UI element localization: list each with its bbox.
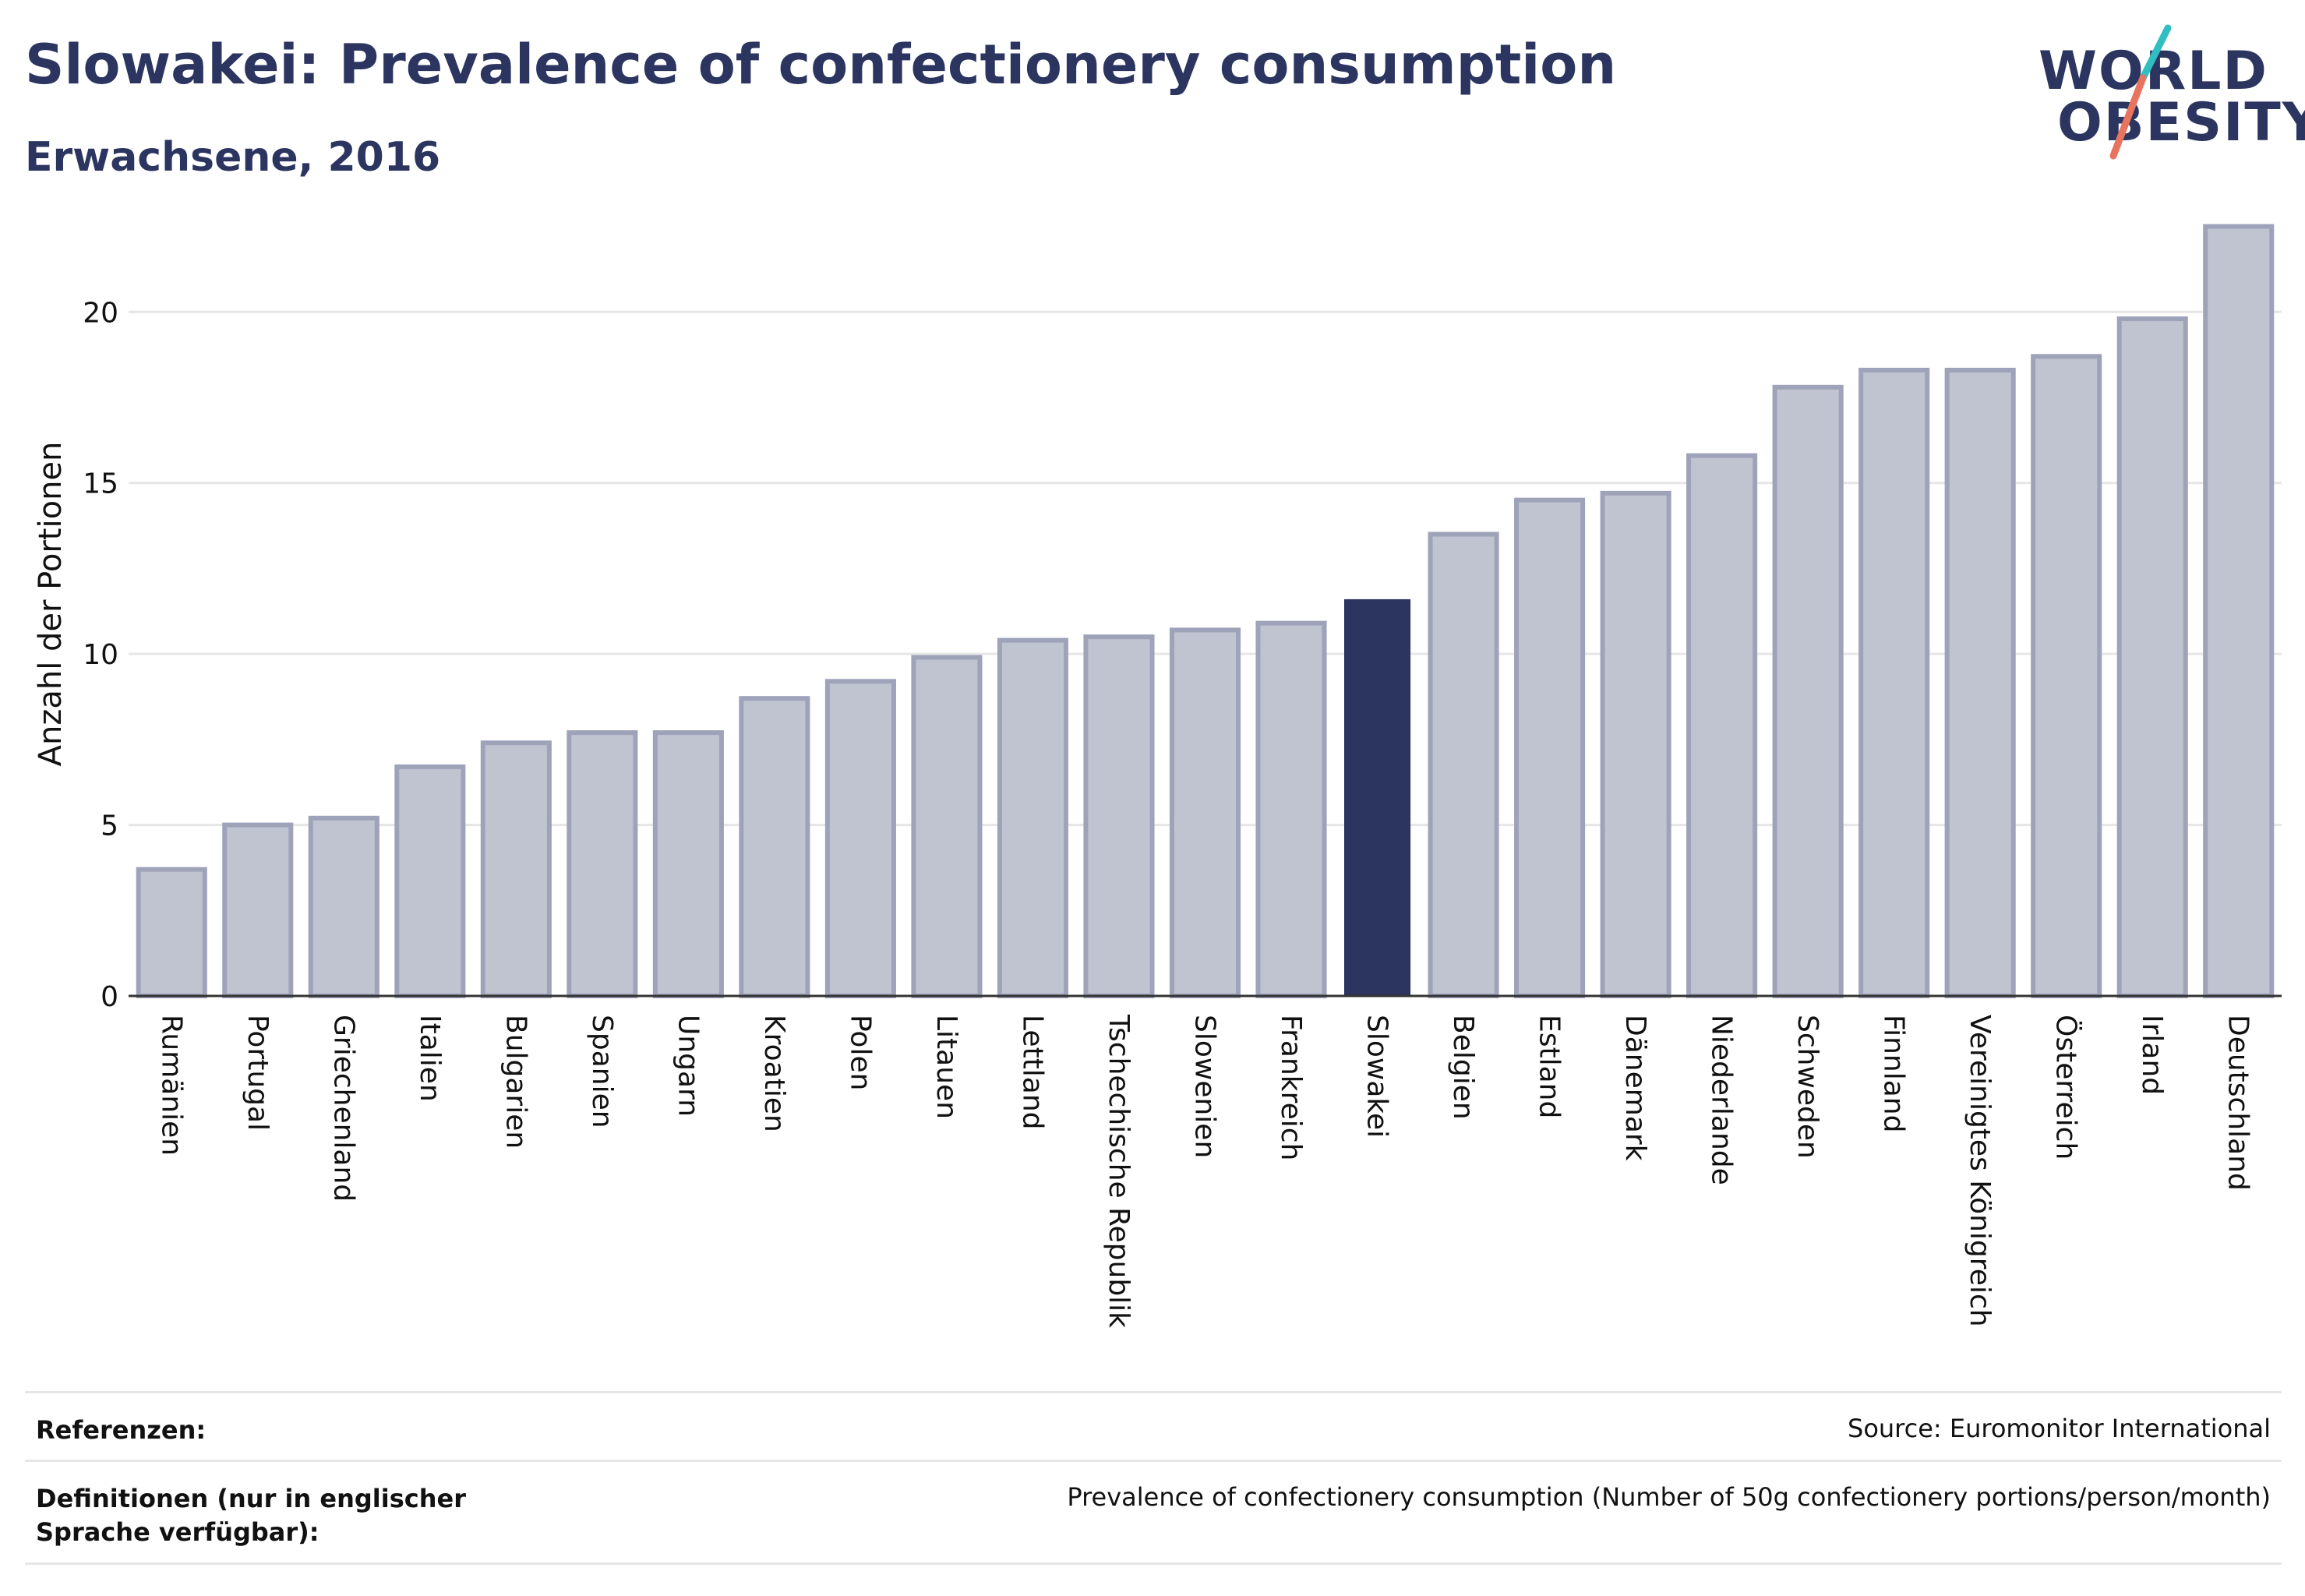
chart-subtitle: Erwachsene, 2016 [25,134,441,181]
chart-title: Slowakei: Prevalence of confectionery co… [25,33,1617,97]
references-row: Referenzen: Source: Euromonitor Internat… [25,1391,2282,1460]
bar [2031,354,2102,999]
x-tick-label: Schweden [1791,1015,1823,1159]
bar [1944,367,2016,998]
bar [1428,531,1499,998]
x-tick-label: Kroatien [758,1015,790,1132]
bar [1083,634,1155,998]
bar [1169,627,1241,998]
bar [1772,384,1844,998]
x-tick-label: Österreich [2050,1015,2083,1160]
y-tick-label: 15 [83,468,118,500]
bars [136,224,2275,999]
x-tick-label: Vereinigtes Königreich [1964,1015,1996,1327]
y-axis-title: Anzahl der Portionen [33,442,69,767]
x-tick-label: Frankreich [1275,1015,1307,1160]
logo-word-obesity: OBESITY [2057,92,2305,154]
logo-slash-icon [2109,24,2172,160]
x-tick-label: Estland [1534,1015,1565,1118]
bar [911,655,983,999]
x-tick-label: Bulgarien [499,1015,531,1149]
x-tick-label: Deutschland [2222,1015,2254,1191]
bar [567,730,638,998]
bar [1514,497,1586,998]
tick-labels: 0 5 10 15 20 Anzahl der Portionen Rumänien Port… [33,297,2254,1328]
x-tick-label: Portugal [242,1015,274,1131]
bar [2203,224,2275,999]
references-label: Referenzen: [36,1415,206,1445]
x-tick-label: Litauen [930,1015,962,1119]
x-tick-label: Belgien [1447,1015,1479,1120]
x-tick-label: Irland [2136,1015,2168,1095]
references-text: Source: Euromonitor International [1848,1414,2271,1443]
bar [1600,490,1671,998]
x-tick-label: Italien [414,1015,446,1102]
bar [1343,598,1411,996]
bar [739,696,810,998]
bar [1858,367,1930,998]
bar [222,822,294,998]
x-tick-label: Spanien [586,1015,618,1128]
bar [652,730,724,998]
x-tick-label: Polen [844,1015,876,1090]
definitions-row: Definitionen (nur in englischer Sprache … [25,1460,2282,1565]
world-obesity-logo: WORLD OBESITY [2026,22,2305,166]
bar [824,679,896,999]
bar [308,815,379,999]
bar [480,740,552,998]
x-tick-label: Ungarn [672,1015,704,1117]
x-tick-label: Niederlande [1706,1015,1738,1185]
bar [1686,453,1758,998]
x-tick-label: Slowenien [1189,1015,1221,1158]
bar-chart: 0 5 10 15 20 Anzahl der Portionen Rumänien Port… [33,224,2282,1328]
bar [136,867,207,999]
x-tick-label: Dänemark [1619,1015,1651,1161]
bar [394,764,466,998]
y-tick-label: 10 [83,639,118,671]
bar [997,637,1069,999]
y-tick-label: 5 [101,810,118,842]
x-tick-label: Lettland [1016,1015,1048,1130]
x-tick-label: Rumänien [155,1015,187,1156]
definitions-label: Definitionen (nur in englischer Sprache … [36,1484,466,1548]
definitions-text: Prevalence of confectionery consumption … [1067,1482,2271,1513]
x-tick-label: Tschechische Republik [1103,1014,1135,1328]
footer-table: Referenzen: Source: Euromonitor Internat… [25,1391,2282,1565]
y-tick-label: 0 [101,981,118,1013]
x-tick-label: Griechenland [327,1015,359,1202]
bar [2116,316,2188,998]
x-tick-label: Slowakei [1361,1015,1393,1138]
bar [1255,620,1327,999]
x-tick-label: Finnland [1878,1015,1910,1132]
y-tick-label: 20 [83,297,118,329]
